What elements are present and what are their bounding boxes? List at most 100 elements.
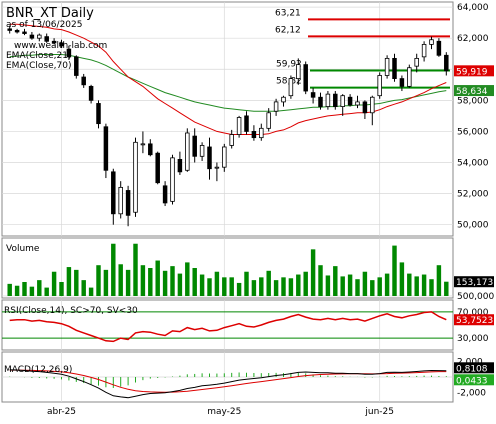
candle-body xyxy=(444,54,449,72)
level-label: 63,21 xyxy=(275,8,301,18)
volume-bar xyxy=(392,245,397,296)
rsi-pane-frame xyxy=(1,299,454,351)
volume-bar xyxy=(384,273,390,296)
candle-body xyxy=(66,48,72,58)
candle-body xyxy=(199,145,205,157)
candle-body xyxy=(214,166,220,169)
volume-bar xyxy=(59,282,64,296)
volume-tick-label: 500,000 xyxy=(457,292,494,302)
candle-body xyxy=(362,101,368,114)
volume-bars xyxy=(7,243,449,296)
candle-body xyxy=(59,42,64,47)
volume-bar xyxy=(140,265,146,296)
volume-bar xyxy=(51,271,57,296)
volume-bar xyxy=(103,269,109,296)
volume-bar xyxy=(281,277,286,296)
volume-bar xyxy=(7,283,12,296)
candle-body xyxy=(51,40,57,44)
volume-bar xyxy=(148,268,153,296)
volume-bar xyxy=(162,270,168,296)
volume-bar xyxy=(177,273,183,296)
volume-bar xyxy=(370,280,375,296)
volume-bar xyxy=(444,281,449,296)
rsi-badge-bg xyxy=(454,314,494,326)
candle-body xyxy=(118,186,123,215)
candle-body xyxy=(281,96,286,103)
candle-body xyxy=(14,30,20,33)
candle-body xyxy=(207,146,212,170)
volume-bar xyxy=(118,264,123,296)
macd-badge: 0,8108 xyxy=(456,364,488,374)
volume-bar xyxy=(133,243,138,296)
candle-body xyxy=(22,31,27,34)
level-label: 59,92 xyxy=(276,60,302,70)
level-label: 62,12 xyxy=(275,25,301,35)
volume-bar xyxy=(318,265,323,296)
candle-body xyxy=(340,95,345,107)
volume-badge: 153,173 xyxy=(456,278,493,288)
volume-bar xyxy=(288,278,294,296)
candlesticks xyxy=(7,25,449,227)
volume-bar xyxy=(222,277,227,296)
candle-body xyxy=(303,64,308,92)
volume-bar xyxy=(259,277,264,296)
price-pane-frame xyxy=(1,1,454,237)
candle-body xyxy=(155,152,160,184)
value-badges: 59,919 58,634 153,173 53,7523 0,8108 0,0433 xyxy=(454,65,494,386)
candle-body xyxy=(310,92,316,98)
candle-body xyxy=(185,132,190,171)
price-tick-label: 54,000 xyxy=(457,159,489,169)
candle-body xyxy=(414,57,419,67)
volume-bar xyxy=(355,279,360,296)
volume-bar xyxy=(66,267,72,296)
candle-body xyxy=(370,96,375,114)
chart-title: BNR_XT Daily xyxy=(6,6,94,21)
candle-body xyxy=(259,127,264,139)
signal-badge: 0,0433 xyxy=(456,376,488,386)
volume-badge-bg xyxy=(454,276,494,288)
candle-body xyxy=(296,64,301,79)
candle-body xyxy=(407,67,412,87)
volume-bar xyxy=(421,274,427,296)
price-tick-label: 52,000 xyxy=(457,190,489,200)
rsi-tick-label: 70,000 xyxy=(457,308,489,318)
last-price-badge: 59,919 xyxy=(456,67,488,77)
macd-lines xyxy=(9,369,447,399)
ema70-badge-bg xyxy=(454,85,494,97)
candle-body xyxy=(244,115,249,132)
last-price-badge-bg xyxy=(454,65,494,77)
volume-bar xyxy=(429,279,434,296)
candle-body xyxy=(325,93,331,107)
volume-bar xyxy=(303,271,308,296)
ema21-legend: EMA(Close,21) xyxy=(6,51,71,61)
candle-body xyxy=(125,190,131,216)
date-tick-label: abr-25 xyxy=(47,407,76,417)
candle-body xyxy=(384,57,390,76)
volume-bar xyxy=(229,277,234,296)
price-tick-label: 58,000 xyxy=(457,96,489,106)
volume-bar xyxy=(111,243,116,296)
price-tick-label: 50,000 xyxy=(457,221,489,231)
candle-body xyxy=(421,44,427,58)
volume-legend: Volume xyxy=(6,244,40,254)
macd-tick-label: -2,000 xyxy=(457,388,486,398)
candle-body xyxy=(392,57,397,79)
candle-body xyxy=(251,131,257,139)
volume-bar xyxy=(199,274,205,296)
candle-body xyxy=(170,157,175,202)
volume-bar xyxy=(192,268,197,296)
volume-bar xyxy=(207,278,212,296)
as-of-date: as of 13/06/2025 xyxy=(6,20,82,30)
rsi-line xyxy=(2,311,453,343)
candle-body xyxy=(162,185,168,204)
candle-body xyxy=(333,93,338,107)
candle-body xyxy=(103,126,109,171)
volume-bar xyxy=(325,275,331,296)
volume-bar xyxy=(266,270,271,296)
volume-bar xyxy=(407,273,412,296)
rsi-badge: 53,7523 xyxy=(456,316,493,326)
candle-body xyxy=(429,39,434,45)
volume-bar xyxy=(155,260,160,296)
